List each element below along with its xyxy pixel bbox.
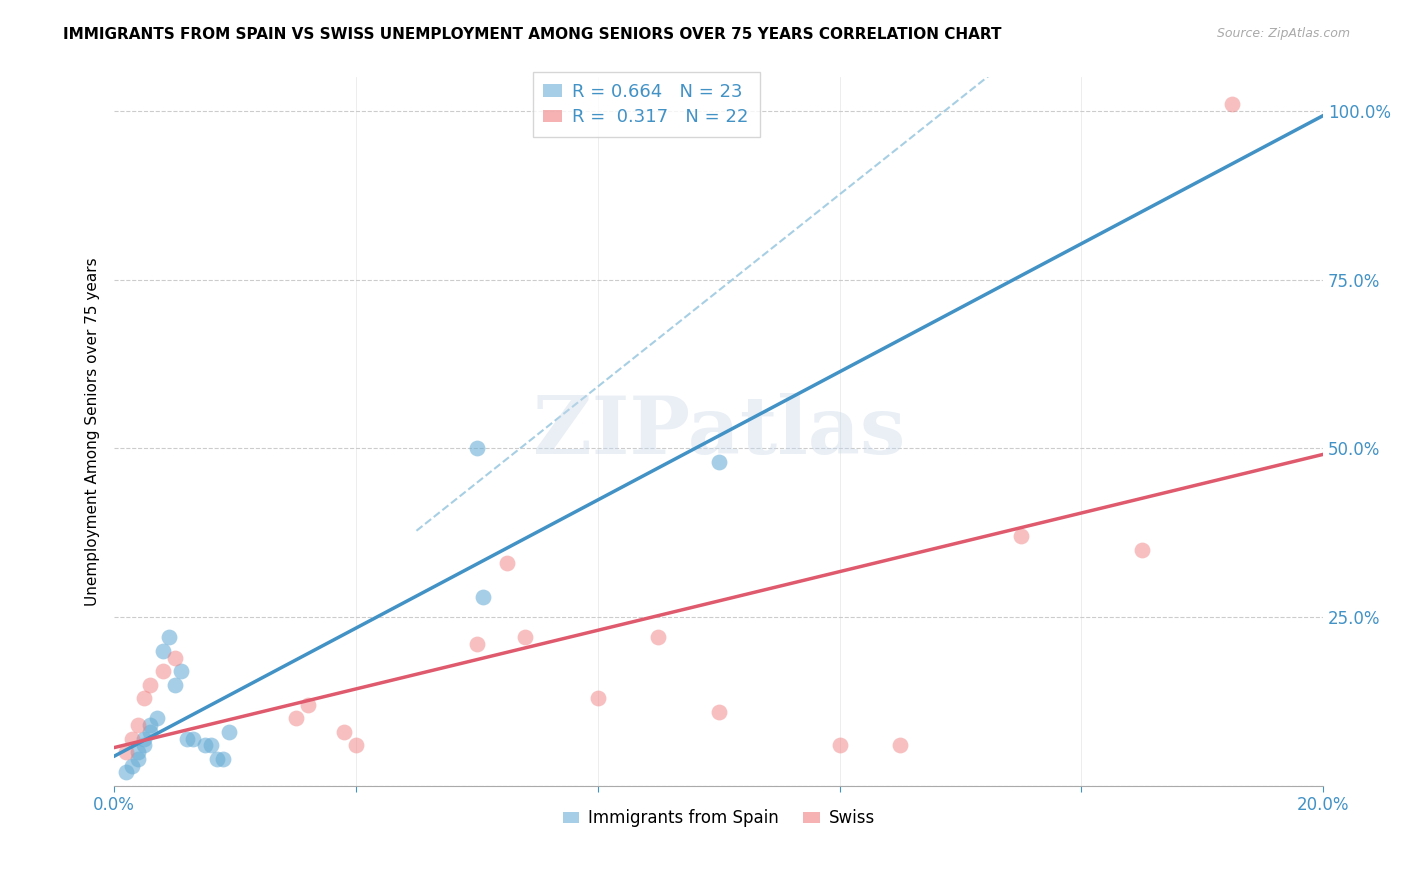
Point (344, 739, 367, 753)
Point (889, 739, 911, 753)
Point (218, 724, 240, 739)
Point (127, 718, 149, 732)
Point (134, 731, 156, 746)
Point (127, 752, 149, 766)
Point (176, 731, 198, 746)
Point (170, 664, 193, 678)
Point (115, 765, 138, 780)
Point (333, 724, 356, 739)
Point (465, 442, 488, 456)
Legend: Immigrants from Spain, Swiss: Immigrants from Spain, Swiss (555, 803, 882, 834)
Point (152, 664, 174, 678)
Point (181, 731, 204, 746)
Point (496, 556, 519, 570)
Point (139, 718, 162, 732)
Point (163, 677, 186, 691)
Text: Source: ZipAtlas.com: Source: ZipAtlas.com (1216, 27, 1350, 40)
Point (1130, 542, 1153, 557)
Y-axis label: Unemployment Among Seniors over 75 years: Unemployment Among Seniors over 75 years (86, 257, 100, 606)
Point (471, 590, 494, 604)
Point (707, 455, 730, 469)
Point (134, 739, 156, 753)
Point (1222, 97, 1244, 112)
Point (284, 711, 307, 725)
Text: IMMIGRANTS FROM SPAIN VS SWISS UNEMPLOYMENT AMONG SENIORS OVER 75 YEARS CORRELAT: IMMIGRANTS FROM SPAIN VS SWISS UNEMPLOYM… (63, 27, 1001, 42)
Point (139, 724, 162, 739)
Point (205, 752, 228, 766)
Point (828, 739, 851, 753)
Point (200, 739, 222, 753)
Point (515, 631, 537, 645)
Point (707, 705, 730, 719)
Point (297, 698, 319, 712)
Point (152, 644, 174, 658)
Point (121, 758, 143, 772)
Point (1010, 529, 1032, 543)
Point (163, 650, 186, 665)
Point (121, 731, 143, 746)
Point (139, 677, 162, 691)
Point (212, 752, 235, 766)
Point (145, 711, 167, 725)
Point (127, 745, 149, 759)
Point (115, 745, 138, 759)
Point (465, 637, 488, 651)
Point (134, 691, 156, 706)
Text: ZIPatlas: ZIPatlas (533, 392, 905, 471)
Point (586, 691, 609, 706)
Point (157, 631, 180, 645)
Point (194, 739, 217, 753)
Point (647, 631, 669, 645)
